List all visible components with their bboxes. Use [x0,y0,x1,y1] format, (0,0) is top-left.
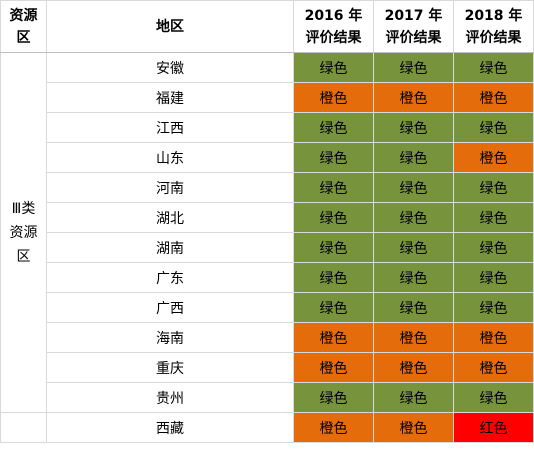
result-cell-2018: 绿色 [453,172,534,203]
result-cell-2018: 橙色 [453,142,534,173]
table-row: 山东 绿色 绿色 橙色 [1,142,534,173]
result-cell-2017: 橙色 [373,322,454,353]
result-cell-2018: 绿色 [453,52,534,83]
result-cell-2016: 绿色 [293,172,374,203]
region-cell: 江西 [46,112,294,143]
region-cell: 山东 [46,142,294,173]
result-cell-2017: 橙色 [373,412,454,443]
category-line1: Ⅲ类 [11,200,36,217]
header-2016-year: 2016 年 [304,7,363,24]
header-row: 资源 区 地区 2016 年 评价结果 2017 年 评价结果 2018 年 评… [0,0,534,53]
header-2016: 2016 年 评价结果 [293,0,374,53]
region-cell: 福建 [46,82,294,113]
result-cell-2016: 绿色 [293,112,374,143]
table-row: 河南 绿色 绿色 绿色 [1,172,534,203]
table-row: 江西 绿色 绿色 绿色 [1,112,534,143]
table-body: Ⅲ类 资源区安徽 绿色 绿色 绿色 福建 橙色 橙色 橙色 江西 绿色 绿色 绿色 山东 绿色 绿色 橙色 河南绿… [0,52,534,443]
header-2018-year: 2018 年 [464,7,523,24]
table-row: 海南 橙色 橙色 橙色 [1,322,534,353]
result-cell-2018: 绿色 [453,202,534,233]
header-2018: 2018 年 评价结果 [453,0,534,53]
header-2017: 2017 年 评价结果 [373,0,454,53]
table-row: 贵州 绿色 绿色 绿色 [1,382,534,413]
table-row: 广西 绿色 绿色 绿色 [1,292,534,323]
result-cell-2018: 绿色 [453,112,534,143]
category-empty-cell [0,412,47,443]
table-row: 湖北 绿色 绿色 绿色 [1,202,534,233]
result-cell-2016: 绿色 [293,142,374,173]
result-cell-2017: 绿色 [373,112,454,143]
header-category: 资源 区 [0,0,47,53]
table-row: 西藏 橙色 橙色 红色 [0,412,534,443]
header-2016-label: 评价结果 [305,29,362,46]
result-cell-2017: 绿色 [373,202,454,233]
table-row: Ⅲ类 资源区安徽 绿色 绿色 绿色 [0,52,534,413]
header-category-line2: 区 [16,29,31,46]
result-cell-2016: 绿色 [293,382,374,413]
header-2018-label: 评价结果 [465,29,522,46]
region-cell: 湖南 [46,232,294,263]
result-cell-2018: 红色 [453,412,534,443]
table-header: 资源 区 地区 2016 年 评价结果 2017 年 评价结果 2018 年 评… [0,0,534,53]
region-cell: 西藏 [46,412,294,443]
result-cell-2018: 橙色 [453,352,534,383]
region-cell: 广东 [46,262,294,293]
result-cell-2017: 绿色 [373,292,454,323]
region-cell: 湖北 [46,202,294,233]
result-cell-2017: 绿色 [373,382,454,413]
result-cell-2018: 橙色 [453,322,534,353]
header-2017-year: 2017 年 [384,7,443,24]
result-cell-2018: 绿色 [453,382,534,413]
table-row: 广东 绿色 绿色 绿色 [1,262,534,293]
table-row: 福建 橙色 橙色 橙色 [1,82,534,113]
region-cell: 安徽 [46,52,294,83]
result-cell-2017: 绿色 [373,52,454,83]
result-cell-2018: 橙色 [453,82,534,113]
result-cell-2017: 绿色 [373,262,454,293]
header-category-line1: 资源 [9,7,38,24]
result-cell-2016: 橙色 [293,82,374,113]
result-cell-2017: 橙色 [373,82,454,113]
region-cell: 贵州 [46,382,294,413]
result-cell-2016: 绿色 [293,52,374,83]
result-cell-2018: 绿色 [453,262,534,293]
result-cell-2017: 绿色 [373,172,454,203]
result-cell-2016: 绿色 [293,232,374,263]
category-line2: 资源 [9,224,38,241]
region-cell: 广西 [46,292,294,323]
result-cell-2018: 绿色 [453,292,534,323]
result-cell-2016: 绿色 [293,262,374,293]
table-row: 湖南 绿色 绿色 绿色 [1,232,534,263]
result-cell-2016: 绿色 [293,202,374,233]
result-cell-2016: 橙色 [293,412,374,443]
header-region: 地区 [46,0,294,53]
region-cell: 河南 [46,172,294,203]
table-row: 重庆 橙色 橙色 橙色 [1,352,534,383]
result-cell-2016: 橙色 [293,352,374,383]
header-2017-label: 评价结果 [385,29,442,46]
result-cell-2018: 绿色 [453,232,534,263]
category-cell: Ⅲ类资源区 [0,52,47,413]
result-cell-2017: 橙色 [373,352,454,383]
result-cell-2017: 绿色 [373,142,454,173]
region-cell: 重庆 [46,352,294,383]
region-cell: 海南 [46,322,294,353]
result-cell-2016: 绿色 [293,292,374,323]
result-cell-2017: 绿色 [373,232,454,263]
result-cell-2016: 橙色 [293,322,374,353]
category-line3: 区 [16,248,31,265]
